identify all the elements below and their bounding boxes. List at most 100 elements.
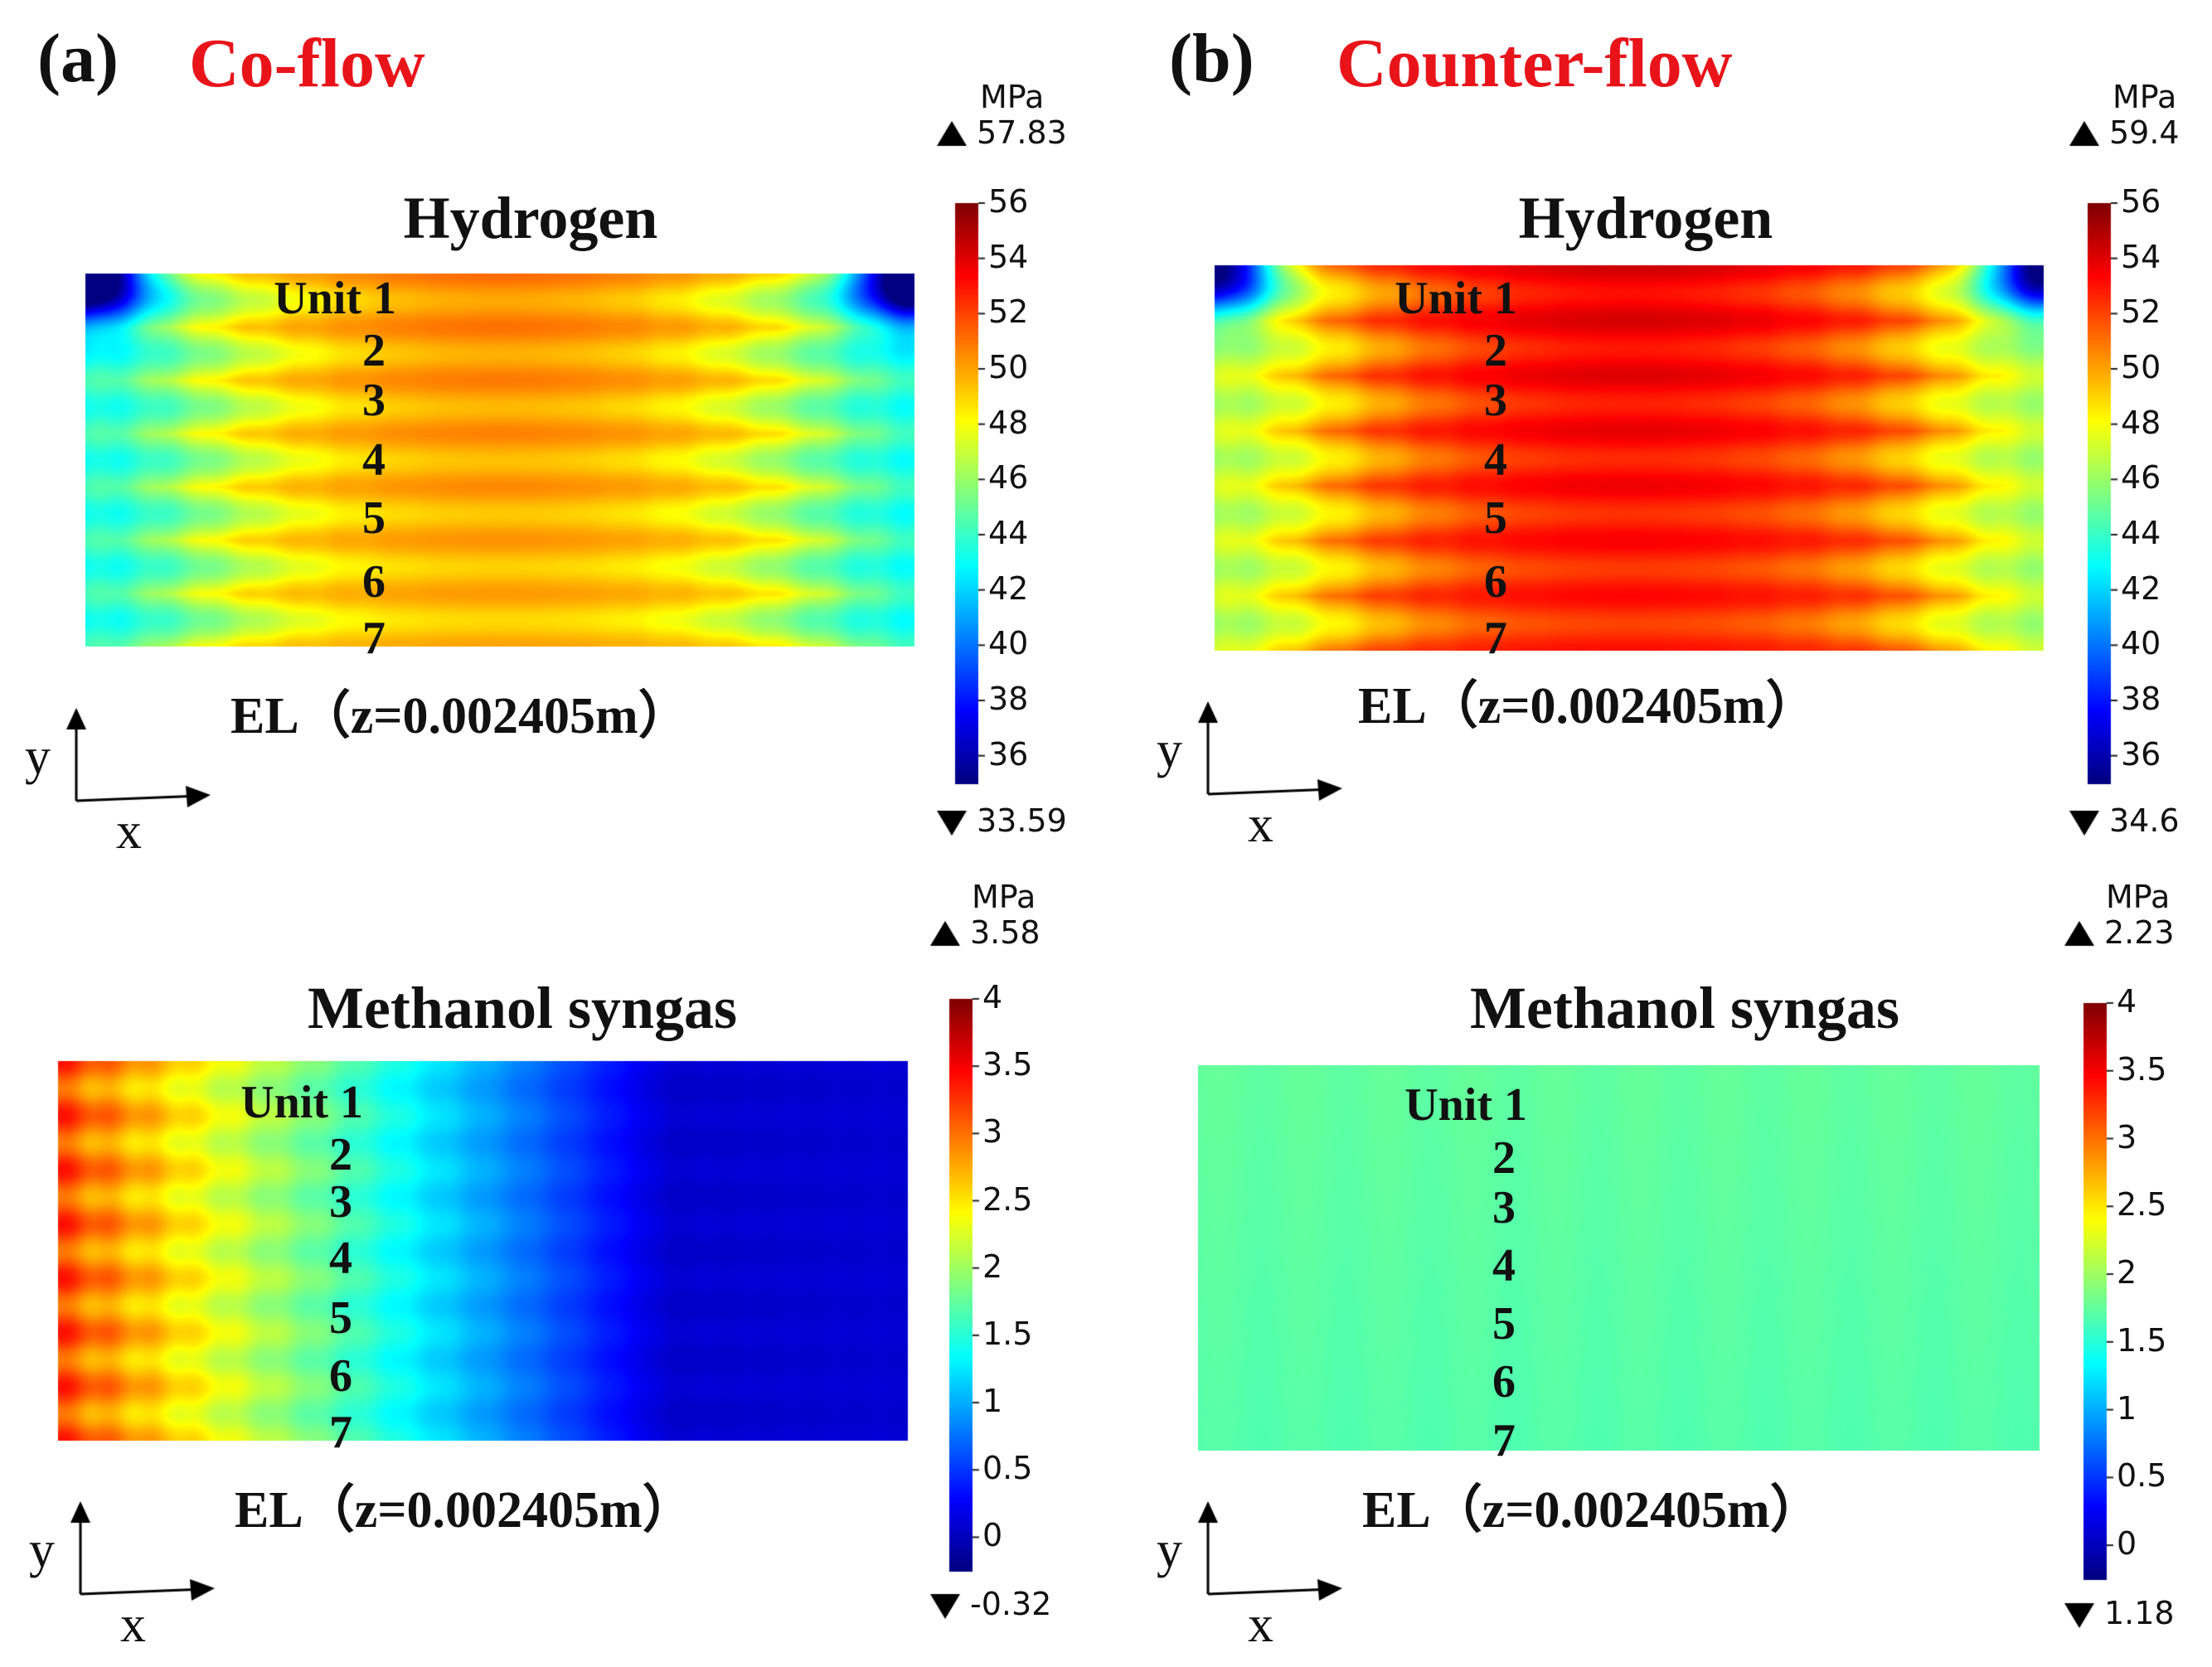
colorbar-unit: MPa — [2106, 879, 2171, 915]
unit-label: Unit 1 — [1395, 273, 1517, 324]
colorbar-tick-label: 0 — [2117, 1525, 2137, 1563]
unit-label: 2 — [1484, 325, 1507, 376]
plot-title: Methanol syngas — [307, 975, 738, 1041]
unit-label: 5 — [362, 492, 386, 544]
colorbar-tick-label: 46 — [2121, 459, 2161, 497]
unit-label: 3 — [1484, 375, 1507, 426]
colorbar-tick-label: 0 — [982, 1517, 1003, 1554]
unit-label: 2 — [362, 325, 386, 376]
plane-label: EL（z=0.002405m） — [230, 688, 690, 744]
colorbar-tick-label: 0.5 — [2117, 1457, 2167, 1495]
colorbar-tick-label: 50 — [988, 349, 1029, 385]
colorbar-tick-label: 50 — [2121, 349, 2161, 385]
colorbar-unit: MPa — [980, 79, 1045, 115]
colorbar-tick-label: 2.5 — [982, 1180, 1033, 1218]
colorbar-max-value: 3.58 — [970, 914, 1041, 951]
unit-label: 6 — [329, 1350, 352, 1402]
colorbar-min-value: 34.6 — [2109, 802, 2180, 839]
colorbar-max-value: 57.83 — [977, 114, 1067, 151]
unit-label: 2 — [1492, 1132, 1516, 1184]
colorbar-tick-label: 56 — [988, 183, 1029, 220]
unit-label: 3 — [329, 1176, 352, 1228]
panel-title-coflow: Co-flow — [189, 25, 425, 102]
colorbar-tick-label: 46 — [988, 459, 1029, 497]
panel-title-counterflow: Counter-flow — [1336, 25, 1733, 102]
colorbar-tick-label: 1.5 — [982, 1315, 1033, 1352]
unit-label: 4 — [329, 1233, 352, 1284]
unit-label: 7 — [329, 1407, 352, 1458]
plane-label: EL（z=0.002405m） — [1358, 678, 1817, 734]
colorbar-tick-label: 36 — [2121, 735, 2161, 773]
colorbar-tick-label: 54 — [988, 238, 1029, 275]
unit-label: 5 — [329, 1292, 352, 1344]
colorbar-tick-label: 40 — [2121, 625, 2161, 662]
unit-label: 4 — [1484, 434, 1507, 486]
colorbar-tick-label: 48 — [2121, 404, 2161, 441]
colorbar-tick-label: 2 — [2117, 1254, 2137, 1291]
axis-x-label: x — [120, 1597, 146, 1653]
colorbar-tick-label: 1.5 — [2117, 1321, 2167, 1359]
panel-label-b: (b) — [1169, 20, 1254, 97]
colorbar-tick-label: 3 — [982, 1113, 1003, 1151]
axis-y-label: y — [25, 729, 51, 785]
colorbar-min-value: -0.32 — [970, 1586, 1052, 1622]
unit-label: 6 — [362, 556, 386, 608]
unit-label: Unit 1 — [274, 273, 396, 324]
unit-label: 7 — [1484, 613, 1507, 664]
colorbar-unit: MPa — [2113, 79, 2177, 115]
colorbar-tick-label: 52 — [2121, 293, 2161, 331]
colorbar-max-value: 59.4 — [2109, 114, 2180, 151]
colorbar-tick-label: 44 — [988, 515, 1029, 551]
colorbar-tick-label: 1 — [2117, 1389, 2137, 1427]
colorbar-tick-label: 54 — [2121, 238, 2161, 275]
unit-label: Unit 1 — [1404, 1079, 1527, 1131]
colorbar-tick-label: 3.5 — [2117, 1050, 2167, 1088]
colorbar-tick-label: 48 — [988, 404, 1029, 441]
unit-label: 4 — [362, 434, 386, 486]
plot-title: Hydrogen — [403, 185, 658, 251]
axis-x-label: x — [1248, 797, 1273, 853]
axis-y-label: y — [1157, 722, 1182, 778]
axis-y-label: y — [1157, 1522, 1182, 1578]
unit-label: 6 — [1492, 1356, 1516, 1408]
colorbar-tick-label: 2 — [982, 1248, 1003, 1285]
colorbar-min-value: 1.18 — [2104, 1595, 2175, 1631]
unit-label: 5 — [1492, 1298, 1516, 1350]
axis-y-label: y — [29, 1522, 55, 1578]
unit-label: 5 — [1484, 492, 1507, 544]
colorbar-tick-label: 4 — [2117, 983, 2137, 1020]
plane-label: EL（z=0.002405m） — [235, 1482, 694, 1539]
colorbar-min-value: 33.59 — [977, 802, 1067, 839]
colorbar-tick-label: 52 — [988, 293, 1029, 331]
plot-title: Hydrogen — [1518, 185, 1773, 251]
plane-label: EL（z=0.002405m） — [1362, 1482, 1822, 1539]
colorbar-tick-label: 38 — [988, 681, 1029, 717]
unit-label: 3 — [1492, 1182, 1516, 1233]
panel-label-a: (a) — [37, 20, 119, 97]
colorbar-tick-label: 3.5 — [982, 1046, 1033, 1083]
axis-x-label: x — [116, 803, 142, 860]
colorbar-tick-label: 38 — [2121, 681, 2161, 717]
colorbar-unit: MPa — [972, 879, 1036, 915]
colorbar-tick-label: 36 — [988, 735, 1029, 773]
axis-x-label: x — [1248, 1597, 1273, 1653]
colorbar-max-value: 2.23 — [2104, 914, 2175, 951]
colorbar-tick-label: 42 — [988, 569, 1029, 607]
unit-label: 6 — [1484, 556, 1507, 608]
unit-label: 3 — [362, 375, 386, 426]
unit-label: 2 — [329, 1129, 352, 1180]
colorbar-tick-label: 40 — [988, 625, 1029, 662]
colorbar-tick-label: 0.5 — [982, 1450, 1033, 1487]
unit-label: Unit 1 — [240, 1077, 363, 1128]
colorbar-tick-label: 4 — [982, 979, 1003, 1015]
colorbar-tick-label: 42 — [2121, 569, 2161, 607]
colorbar-tick-label: 2.5 — [2117, 1186, 2167, 1224]
colorbar-tick-label: 1 — [982, 1383, 1003, 1420]
colorbar-tick-label: 44 — [2121, 515, 2161, 551]
colorbar-tick-label: 3 — [2117, 1118, 2137, 1156]
unit-label: 7 — [1492, 1415, 1516, 1466]
unit-label: 7 — [362, 613, 386, 664]
unit-label: 4 — [1492, 1240, 1516, 1291]
colorbar-tick-label: 56 — [2121, 183, 2161, 220]
